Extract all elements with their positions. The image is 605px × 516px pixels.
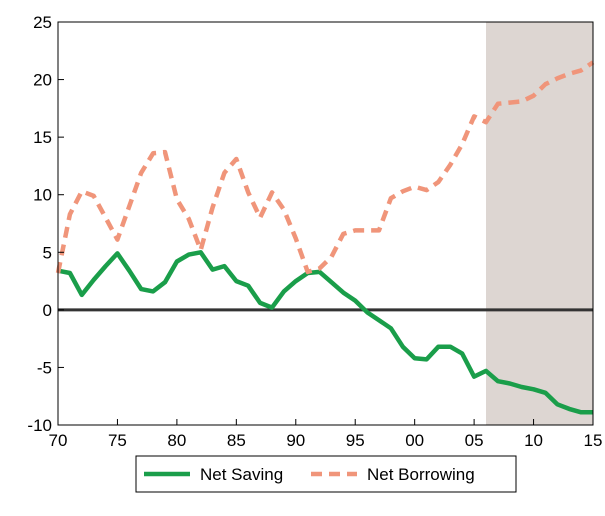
y-tick-label: 15 <box>33 128 52 147</box>
y-tick-label: -10 <box>27 416 52 435</box>
legend: Net Saving Net Borrowing <box>135 455 517 493</box>
y-tick-label: -5 <box>37 358 52 377</box>
x-tick-label: 95 <box>346 431 365 450</box>
y-tick-label: 10 <box>33 186 52 205</box>
y-tick-label: 20 <box>33 71 52 90</box>
y-tick-label: 25 <box>33 13 52 32</box>
y-tick-label: 5 <box>43 243 52 262</box>
legend-box <box>135 455 517 493</box>
plot-area-frame <box>57 21 594 426</box>
x-tick-label: 85 <box>227 431 246 450</box>
legend-label-net-saving: Net Saving <box>200 465 283 484</box>
x-tick-label: 90 <box>286 431 305 450</box>
legend-label-net-borrowing: Net Borrowing <box>367 465 475 484</box>
series-line-net-saving <box>57 250 593 415</box>
x-tick-label: 15 <box>584 431 603 450</box>
y-tick-label: 0 <box>43 301 52 320</box>
x-tick-label: 80 <box>167 431 186 450</box>
series-line-net-borrowing <box>55 60 595 275</box>
x-tick-label: 00 <box>405 431 424 450</box>
x-tick-label: 75 <box>108 431 127 450</box>
forecast-shaded-region <box>486 22 593 425</box>
x-tick-label: 05 <box>465 431 484 450</box>
x-tick-label: 70 <box>49 431 68 450</box>
x-tick-label: 10 <box>524 431 543 450</box>
